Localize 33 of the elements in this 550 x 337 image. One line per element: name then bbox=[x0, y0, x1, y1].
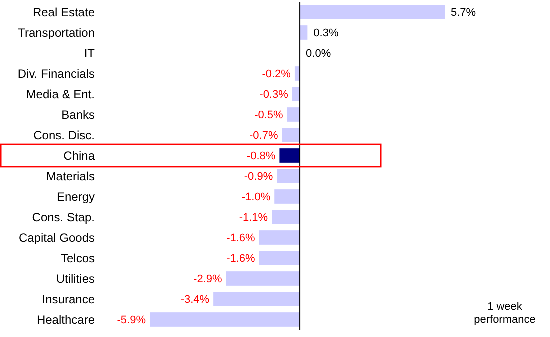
y-tick-label: Materials bbox=[46, 169, 95, 184]
y-tick-label: Transportation bbox=[18, 26, 95, 40]
y-tick-label: Real Estate bbox=[32, 5, 96, 20]
y-tick-label: Media & Ent. bbox=[26, 87, 95, 102]
data-label: -0.7% bbox=[249, 130, 278, 142]
y-tick-label: Healthcare bbox=[36, 312, 96, 327]
data-label: -0.8% bbox=[246, 150, 276, 163]
data-label: -5.9% bbox=[117, 314, 146, 327]
y-tick-label: Banks bbox=[62, 108, 95, 122]
data-label: -0.3% bbox=[260, 89, 289, 102]
data-label: 0.3% bbox=[314, 28, 339, 40]
y-tick-label: IT bbox=[84, 46, 96, 60]
text: 1 week performance bbox=[474, 301, 536, 326]
data-label: -1.6% bbox=[226, 253, 256, 266]
data-label: -1.1% bbox=[239, 212, 268, 224]
data-label: -2.9% bbox=[194, 274, 222, 286]
data-label: -0.2% bbox=[262, 68, 292, 81]
y-tick-label: Utilities bbox=[56, 272, 95, 286]
y-tick-label: Cons. Stap. bbox=[32, 210, 95, 224]
data-label: -0.9% bbox=[244, 171, 274, 184]
y-tick-label: Energy bbox=[56, 190, 95, 204]
data-label: -0.5% bbox=[254, 110, 284, 122]
y-tick-label: Capital Goods bbox=[18, 230, 95, 245]
data-label: -1.0% bbox=[242, 192, 271, 204]
data-label: -1.6% bbox=[226, 232, 256, 245]
y-tick-label: Cons. Disc. bbox=[34, 128, 95, 142]
data-label: 5.7% bbox=[451, 7, 476, 20]
y-tick-label: Telcos bbox=[60, 251, 95, 266]
y-tick-label: Div. Financials bbox=[18, 66, 95, 81]
data-label: 0.0% bbox=[306, 48, 332, 60]
y-tick-label: Insurance bbox=[42, 292, 96, 306]
y-tick-label: China bbox=[64, 148, 96, 163]
data-label: -3.4% bbox=[180, 294, 210, 306]
